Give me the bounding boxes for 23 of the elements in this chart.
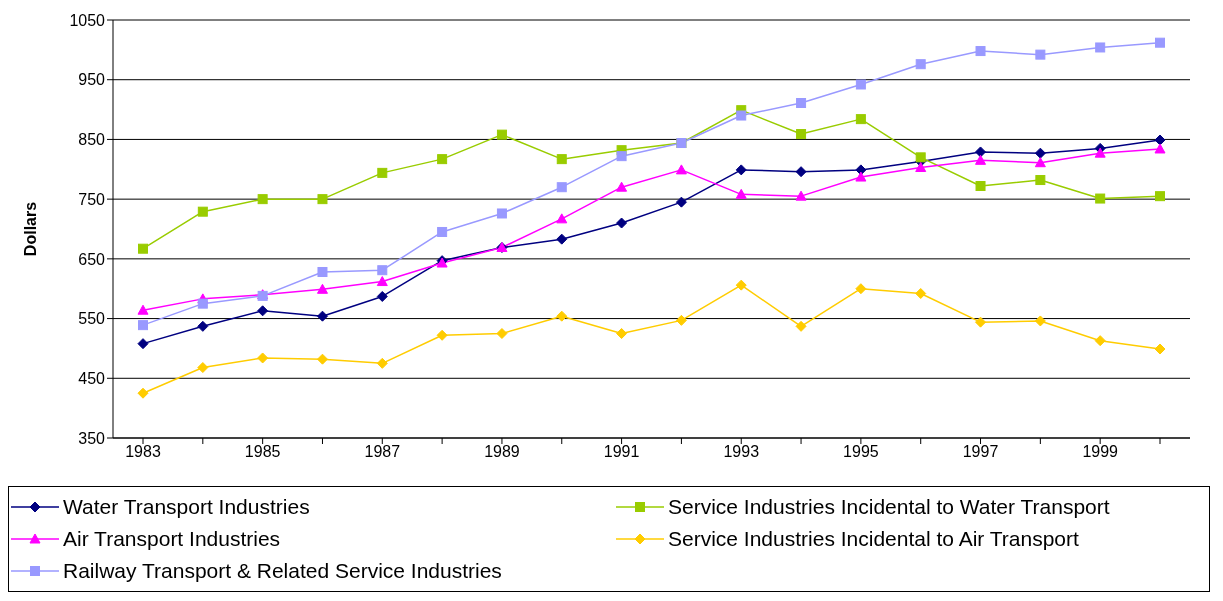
x-tick-label: 1999 bbox=[1082, 443, 1119, 461]
y-tick-label: 1050 bbox=[69, 11, 106, 29]
y-axis-title: Dollars bbox=[21, 201, 39, 257]
x-tick-label: 1989 bbox=[484, 443, 520, 461]
legend-label: Service Industries Incidental to Water Transport bbox=[668, 495, 1110, 519]
legend-label: Water Transport Industries bbox=[63, 495, 310, 519]
y-tick-label: 650 bbox=[78, 250, 106, 268]
y-tick-label: 350 bbox=[78, 429, 106, 447]
y-tick-label: 950 bbox=[78, 71, 106, 89]
x-tick-label: 1987 bbox=[364, 443, 401, 461]
legend-label: Railway Transport & Related Service Industries bbox=[63, 559, 502, 583]
y-tick-label: 750 bbox=[78, 190, 106, 208]
legend-label: Air Transport Industries bbox=[63, 527, 281, 551]
x-tick-label: 1993 bbox=[723, 443, 760, 461]
x-tick-label: 1983 bbox=[125, 443, 161, 461]
x-tick-label: 1995 bbox=[843, 443, 879, 461]
y-tick-label: 850 bbox=[78, 131, 106, 149]
x-tick-label: 1985 bbox=[244, 443, 281, 461]
y-tick-label: 450 bbox=[78, 369, 106, 387]
y-tick-label: 550 bbox=[78, 310, 106, 328]
legend-label: Service Industries Incidental to Air Transport bbox=[668, 527, 1079, 551]
x-tick-label: 1997 bbox=[962, 443, 999, 461]
x-tick-label: 1991 bbox=[603, 443, 640, 461]
